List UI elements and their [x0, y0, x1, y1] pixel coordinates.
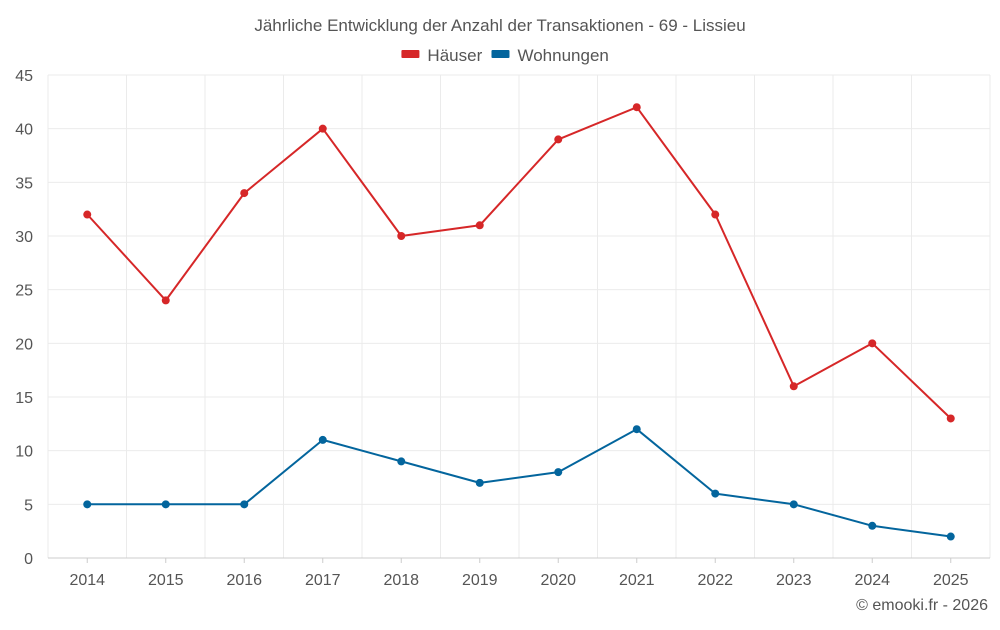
x-tick-label: 2020 [540, 572, 576, 589]
data-point-wohnungen [475, 478, 484, 487]
data-point-haeuser [83, 210, 92, 219]
data-point-wohnungen [318, 435, 327, 444]
data-point-haeuser [789, 382, 798, 391]
x-tick-label: 2024 [854, 572, 890, 589]
y-tick-label: 45 [15, 68, 33, 85]
x-tick-label: 2018 [383, 572, 419, 589]
data-point-haeuser [711, 210, 720, 219]
y-tick-label: 40 [15, 122, 33, 139]
credit-text: © emooki.fr - 2026 [856, 597, 988, 614]
data-point-haeuser [240, 189, 249, 198]
y-tick-label: 25 [15, 283, 33, 300]
grid-layer [47, 74, 991, 558]
legend-swatch-haeuser [401, 50, 420, 58]
legend-label-wohnungen: Wohnungen [517, 46, 608, 65]
x-tick-label: 2017 [305, 572, 341, 589]
data-point-haeuser [397, 232, 406, 240]
data-point-haeuser [868, 339, 877, 348]
y-tick-label: 10 [15, 444, 33, 461]
y-tick-label: 20 [15, 336, 33, 353]
y-tick-label: 0 [24, 551, 33, 568]
x-tick-label: 2023 [776, 572, 812, 589]
data-point-wohnungen [868, 521, 877, 530]
data-point-haeuser [632, 103, 641, 112]
y-tick-label: 15 [15, 390, 33, 407]
series-line-wohnungen [87, 428, 951, 538]
x-tick-label: 2022 [697, 572, 733, 589]
x-tick-label: 2015 [148, 572, 184, 589]
data-point-haeuser [475, 221, 484, 230]
series-layer [83, 103, 955, 541]
data-point-wohnungen [632, 425, 641, 434]
data-point-haeuser [554, 135, 563, 144]
x-tick-label: 2019 [462, 572, 498, 589]
data-point-wohnungen [946, 532, 955, 541]
x-tick-label: 2025 [933, 572, 969, 589]
data-point-haeuser [318, 124, 327, 133]
series-line-haeuser [86, 106, 952, 420]
data-point-wohnungen [711, 489, 720, 498]
data-point-wohnungen [397, 457, 406, 466]
data-point-wohnungen [240, 500, 249, 509]
data-point-wohnungen [83, 500, 92, 509]
legend-label-haeuser: Häuser [427, 46, 482, 65]
legend: Häuser Wohnungen [401, 46, 609, 65]
legend-swatch-wohnungen [491, 50, 510, 58]
x-tick-label: 2014 [69, 572, 105, 589]
data-point-wohnungen [554, 468, 563, 477]
title-layer: Jährliche Entwicklung der Anzahl der Tra… [254, 16, 745, 35]
data-point-haeuser [946, 414, 955, 423]
x-tick-label: 2021 [619, 572, 655, 589]
data-point-haeuser [161, 296, 170, 305]
data-point-wohnungen [161, 500, 170, 509]
data-point-wohnungen [789, 500, 798, 509]
y-tick-label: 5 [24, 497, 33, 514]
y-tick-label: 30 [15, 229, 33, 246]
y-tick-label: 35 [15, 175, 33, 192]
x-tick-label: 2016 [226, 572, 262, 589]
chart-title: Jährliche Entwicklung der Anzahl der Tra… [254, 16, 745, 35]
